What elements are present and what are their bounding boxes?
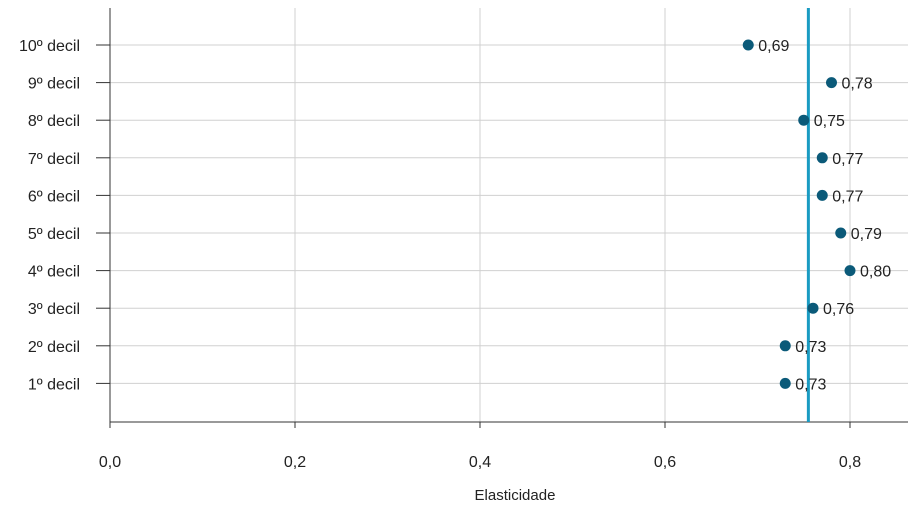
data-point <box>835 227 847 239</box>
y-tick-label: 10º decil <box>19 38 80 55</box>
data-label: 0,79 <box>851 226 882 243</box>
x-axis-ticks: 0,0 0,2 0,4 0,6 0,8 <box>99 422 861 471</box>
x-tick-label: 0,2 <box>284 454 306 471</box>
y-tick-label: 8º decil <box>28 113 80 130</box>
y-tick-label: 1º decil <box>28 376 80 393</box>
data-point <box>816 189 828 201</box>
y-tick-label: 7º decil <box>28 151 80 168</box>
data-label: 0,69 <box>758 38 789 55</box>
data-label: 0,77 <box>832 188 863 205</box>
y-tick-label: 5º decil <box>28 226 80 243</box>
data-point <box>779 340 791 352</box>
data-point <box>816 152 828 164</box>
data-label: 0,75 <box>814 113 845 130</box>
data-point <box>742 39 754 51</box>
data-label: 0,76 <box>823 301 854 318</box>
y-axis-ticks: 10º decil 9º decil 8º decil 7º decil 6º deci… <box>19 38 110 393</box>
data-point <box>779 377 791 389</box>
data-label: 0,78 <box>842 76 873 93</box>
x-tick-label: 0,8 <box>839 454 861 471</box>
x-tick-label: 0,4 <box>469 454 491 471</box>
data-label: 0,77 <box>832 151 863 168</box>
data-point <box>844 265 856 277</box>
x-axis-title: Elasticidade <box>475 487 556 504</box>
data-point <box>826 77 837 89</box>
y-tick-label: 4º decil <box>28 264 80 281</box>
data-point <box>798 114 810 126</box>
x-tick-label: 0,0 <box>99 454 121 471</box>
axes <box>109 8 908 423</box>
y-tick-label: 9º decil <box>28 76 80 93</box>
x-tick-label: 0,6 <box>654 454 676 471</box>
y-tick-label: 3º decil <box>28 301 80 318</box>
data-label: 0,73 <box>795 376 826 393</box>
data-point <box>807 302 819 314</box>
data-label: 0,73 <box>795 339 826 356</box>
gridlines <box>110 8 908 422</box>
data-label: 0,80 <box>860 264 891 281</box>
y-tick-label: 2º decil <box>28 339 80 356</box>
data-points: 0,69 0,78 0,75 0,77 0,77 0,79 0,80 0,76 0,73 0,73 <box>742 38 891 393</box>
y-tick-label: 6º decil <box>28 188 80 205</box>
